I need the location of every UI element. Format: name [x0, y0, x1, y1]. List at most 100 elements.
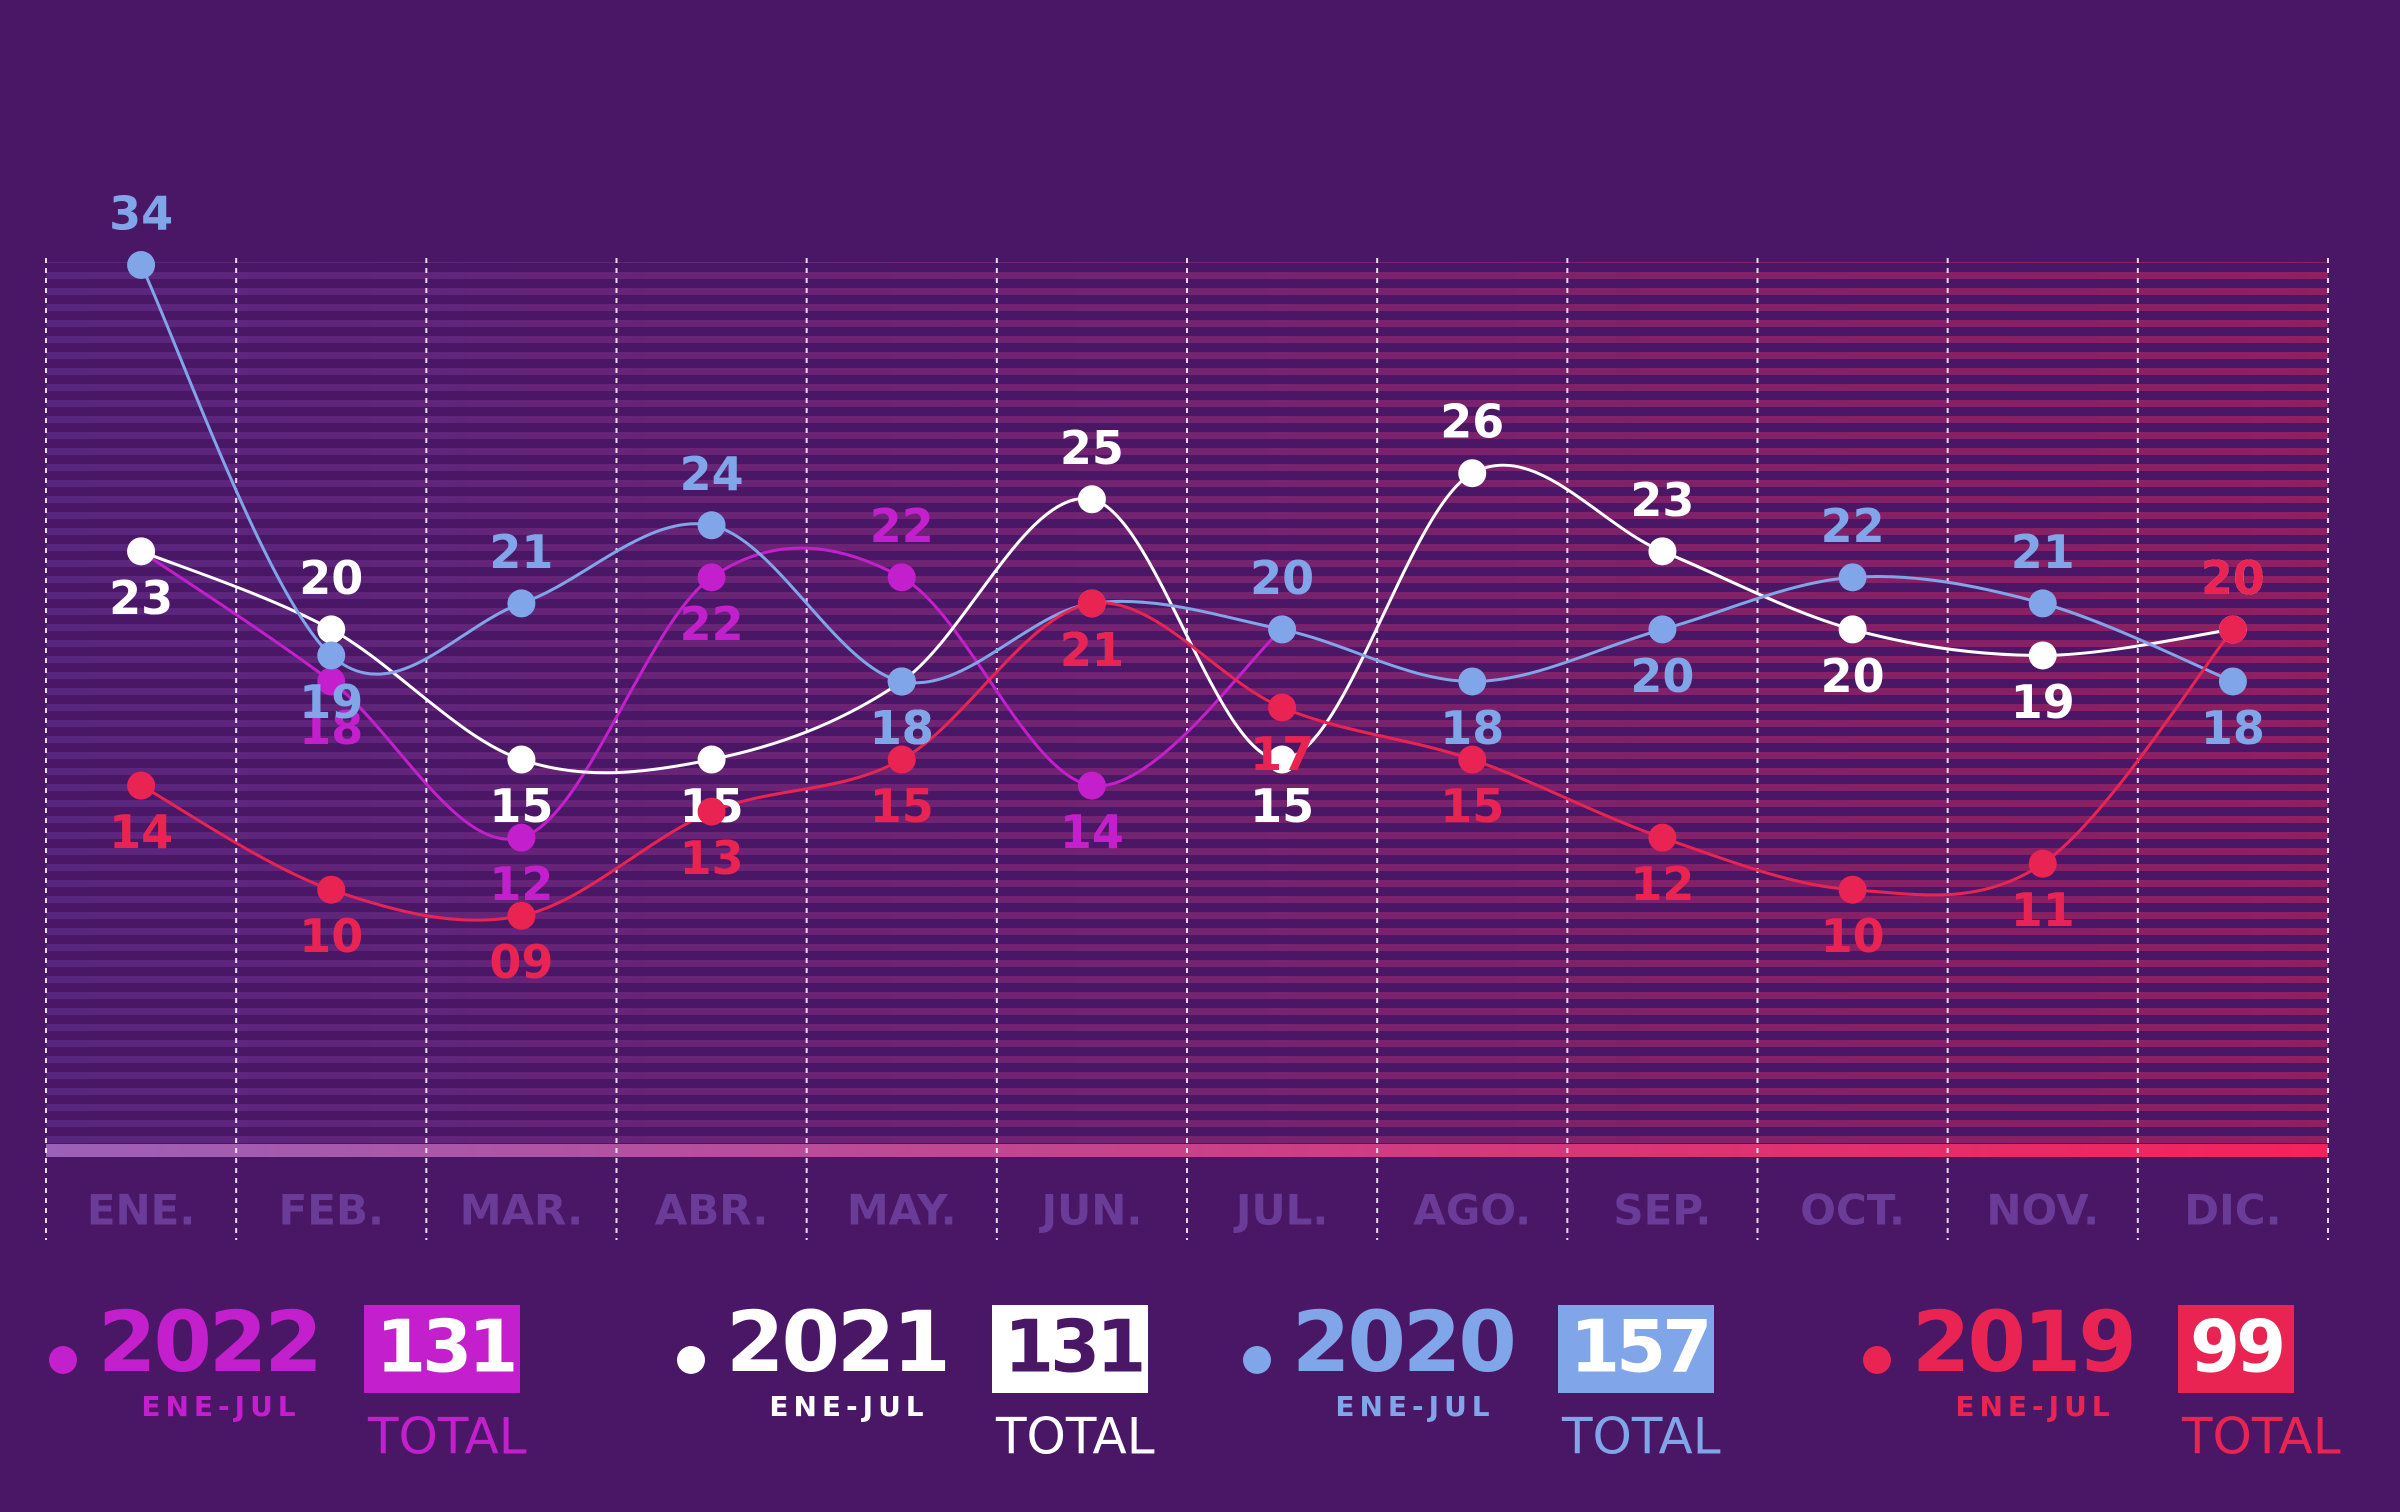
data-point: [1838, 563, 1867, 592]
data-point: [1838, 615, 1867, 644]
data-label: 14: [1060, 805, 1124, 859]
data-point: [127, 537, 156, 566]
x-tick-label: JUN.: [1038, 1186, 1142, 1235]
data-point: [1077, 771, 1106, 800]
data-point: [1268, 693, 1297, 722]
legend-period: ENE-JUL: [769, 1390, 928, 1423]
x-tick-label: NOV.: [1986, 1186, 2099, 1235]
total-box: [1558, 1305, 1714, 1393]
legend-period: ENE-JUL: [141, 1390, 300, 1423]
data-point: [2218, 667, 2247, 696]
legend-year: 2020: [1292, 1293, 1514, 1391]
data-label: 11: [2011, 883, 2075, 937]
data-point: [507, 589, 536, 618]
data-label: 15: [1250, 779, 1314, 833]
data-point: [2028, 589, 2057, 618]
x-tick-label: ENE.: [87, 1186, 196, 1235]
total-box: [364, 1305, 520, 1393]
data-label: 19: [2011, 675, 2075, 729]
data-label: 13: [680, 831, 744, 885]
data-label: 23: [109, 571, 173, 625]
data-point: [1648, 537, 1677, 566]
data-point: [1838, 875, 1867, 904]
data-point: [317, 641, 346, 670]
x-tick-label: MAY.: [847, 1186, 957, 1235]
data-point: [1077, 589, 1106, 618]
data-label: 21: [489, 525, 553, 579]
x-tick-label: FEB.: [279, 1186, 384, 1235]
data-label: 12: [1630, 857, 1694, 911]
legend-total-label: TOTAL: [367, 1408, 527, 1466]
data-point: [887, 667, 916, 696]
data-label: 20: [1250, 551, 1314, 605]
legend-year: 2022: [98, 1293, 320, 1391]
total-box: [2178, 1305, 2294, 1393]
data-point: [697, 745, 726, 774]
legend-total-label: TOTAL: [995, 1408, 1155, 1466]
data-label: 17: [1250, 727, 1314, 781]
data-label: 10: [299, 909, 363, 963]
legend-total-label: TOTAL: [1561, 1408, 1721, 1466]
data-label: 22: [1821, 499, 1885, 553]
legend-dot: [677, 1346, 705, 1374]
x-tick-label: SEP.: [1613, 1186, 1711, 1235]
data-label: 22: [680, 597, 744, 651]
x-tick-label: JUL.: [1233, 1186, 1328, 1235]
data-label: 20: [1630, 649, 1694, 703]
legend-year: 2021: [726, 1293, 948, 1391]
data-point: [2218, 615, 2247, 644]
legend-dot: [1243, 1346, 1271, 1374]
data-label: 20: [299, 551, 363, 605]
legend-total: 157: [1570, 1305, 1708, 1389]
data-label: 25: [1060, 421, 1124, 475]
x-tick-label: OCT.: [1800, 1186, 1905, 1235]
data-point: [1268, 615, 1297, 644]
x-tick-label: DIC.: [2184, 1186, 2281, 1235]
data-point: [1268, 745, 1297, 774]
data-label: 22: [870, 499, 934, 553]
data-point: [127, 251, 156, 279]
data-point: [507, 901, 536, 930]
legend-dot: [1863, 1346, 1891, 1374]
data-point: [697, 797, 726, 826]
data-label: 24: [680, 447, 744, 501]
legend-total: 99: [2190, 1305, 2282, 1389]
data-point: [127, 771, 156, 800]
data-label: 18: [2201, 701, 2265, 755]
data-label: 23: [1630, 473, 1694, 527]
data-label: 21: [1060, 623, 1124, 677]
legend-total: 131: [376, 1305, 514, 1389]
data-label: 20: [2201, 551, 2265, 605]
data-label: 15: [1440, 779, 1504, 833]
data-point: [697, 563, 726, 592]
data-point: [1077, 485, 1106, 514]
data-label: 15: [489, 779, 553, 833]
data-point: [2028, 641, 2057, 670]
data-point: [1458, 459, 1487, 488]
x-tick-label: MAR.: [460, 1186, 583, 1235]
x-tick-label: ABR.: [655, 1186, 769, 1235]
data-label: 20: [1250, 551, 1314, 605]
legend-total-label: TOTAL: [2181, 1408, 2341, 1466]
data-label: 14: [109, 805, 173, 859]
legend-period: ENE-JUL: [1955, 1390, 2114, 1423]
data-label: 21: [1060, 623, 1124, 677]
data-point: [1648, 615, 1677, 644]
data-label: 21: [2011, 525, 2075, 579]
data-point: [317, 667, 346, 696]
data-point: [1458, 667, 1487, 696]
data-label: 15: [870, 779, 934, 833]
total-box: [992, 1305, 1148, 1393]
data-point: [1648, 823, 1677, 852]
data-label: 26: [1440, 395, 1504, 449]
legend-period: ENE-JUL: [1335, 1390, 1494, 1423]
data-label: 20: [2201, 551, 2265, 605]
legend-dot: [49, 1346, 77, 1374]
data-point: [317, 615, 346, 644]
legend-year: 2019: [1912, 1293, 2134, 1391]
data-label: 34: [109, 187, 173, 241]
legend-total: 131: [1004, 1305, 1142, 1389]
data-label: 23: [109, 571, 173, 625]
data-label: 10: [1821, 909, 1885, 963]
